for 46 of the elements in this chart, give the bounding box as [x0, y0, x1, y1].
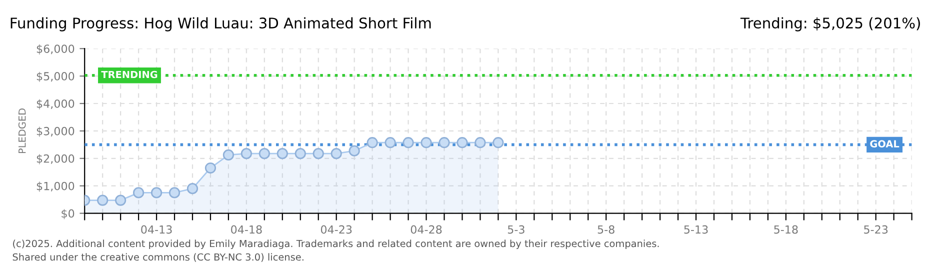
point — [204, 162, 216, 174]
x-tick-label: 5-23 — [864, 225, 888, 234]
y-tick-label: $2,000 — [36, 154, 74, 164]
point — [97, 194, 108, 206]
x-tick-label: 04-18 — [231, 225, 262, 234]
point — [150, 187, 162, 198]
y-tick-label: $0 — [62, 209, 74, 220]
chart-title: Funding Progress: Hog Wild Luau: 3D Animated Short Film — [10, 17, 431, 32]
x-tick-label: 5-3 — [508, 225, 524, 234]
point — [492, 137, 504, 148]
point — [402, 137, 414, 148]
chart-subtitle: Trending: $5,025 (201%) — [740, 17, 920, 32]
ref-line-label: GOAL — [870, 140, 900, 148]
x-tick-label: 04-13 — [141, 225, 172, 234]
text: Shared under the creative commons (CC BY-NC 3.0) license. — [12, 253, 304, 262]
y-tick-label: $6,000 — [36, 44, 74, 54]
point — [420, 137, 432, 148]
point — [240, 148, 252, 160]
x-tick-label: 5-13 — [684, 225, 708, 234]
point — [474, 137, 486, 148]
point — [186, 183, 198, 194]
point — [348, 145, 360, 156]
y-tick-label: $4,000 — [36, 99, 74, 110]
point — [456, 137, 468, 148]
point — [115, 194, 126, 206]
point — [258, 148, 270, 160]
point — [384, 137, 396, 148]
x-tick-label: 5-18 — [774, 225, 798, 234]
point — [312, 148, 324, 160]
x-tick-label: 5-8 — [598, 225, 614, 234]
point — [438, 137, 450, 148]
point — [276, 148, 288, 160]
point — [168, 187, 180, 198]
y-tick-label: $3,000 — [36, 126, 74, 137]
x-tick-label: 04-28 — [410, 225, 442, 234]
text: (c)2025. Additional content provided by Emily Maradiaga. Trademarks and related content are owned by their respective companies. — [13, 240, 659, 250]
y-axis-title: PLEDGED — [18, 108, 26, 154]
ref-line-label: TRENDING — [101, 70, 158, 78]
point — [366, 137, 378, 148]
point — [330, 148, 342, 160]
y-tick-label: $1,000 — [36, 182, 74, 192]
point — [132, 187, 144, 198]
point — [294, 148, 306, 160]
y-tick-label: $5,000 — [36, 72, 74, 82]
x-tick-label: 04-23 — [320, 225, 352, 234]
point — [222, 149, 234, 161]
